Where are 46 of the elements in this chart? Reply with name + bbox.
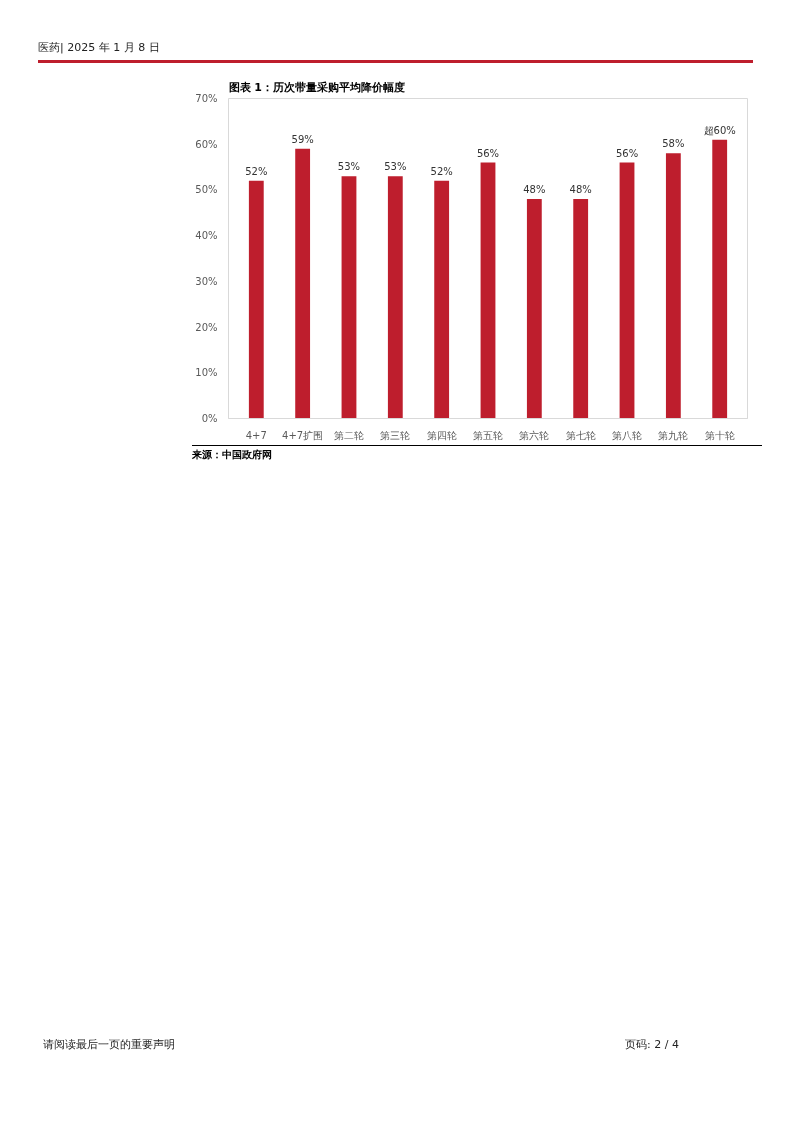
- x-tick-label: 4+7: [245, 429, 267, 441]
- bar: [480, 162, 496, 419]
- text: 请阅读最后一页的重要声明: [43, 1037, 175, 1053]
- bar: [387, 175, 403, 419]
- source-note: 来源：中国政府网: [192, 447, 272, 462]
- data-label: 58%: [662, 138, 685, 150]
- x-tick-label: 第六轮: [519, 429, 550, 441]
- bar: [573, 198, 589, 419]
- x-tick-label: 第五轮: [473, 429, 503, 441]
- bar: [434, 180, 450, 419]
- x-tick-label: 第十轮: [704, 429, 735, 441]
- data-label: 48%: [523, 183, 546, 195]
- data-label: 超60%: [703, 124, 736, 136]
- bar: [295, 148, 311, 419]
- data-label: 52%: [430, 165, 453, 177]
- chart-title: 图表 1：历次带量采购平均降价幅度: [228, 80, 405, 94]
- data-label: 53%: [337, 160, 361, 172]
- x-tick-label: 第九轮: [658, 429, 689, 441]
- y-tick-label: 50%: [195, 184, 218, 196]
- data-label: 52%: [245, 165, 268, 177]
- text: 医药| 2025 年 1 月 8 日: [38, 40, 160, 56]
- y-tick-label: 0%: [201, 412, 218, 424]
- y-tick-label: 60%: [195, 138, 218, 150]
- bar: [526, 198, 542, 419]
- y-tick-label: 40%: [195, 229, 218, 241]
- data-label: 53%: [384, 160, 407, 172]
- x-tick-label: 第八轮: [612, 429, 643, 441]
- data-label: 59%: [291, 133, 314, 145]
- text: 页码: 2 / 4: [625, 1037, 679, 1053]
- data-label: 48%: [569, 183, 592, 195]
- y-tick-label: 30%: [195, 275, 218, 287]
- x-tick-label: 第四轮: [426, 429, 457, 441]
- bar: [712, 139, 728, 419]
- bar: [248, 180, 264, 419]
- y-tick-label: 20%: [195, 321, 218, 333]
- data-label: 56%: [476, 147, 500, 159]
- y-tick-label: 70%: [195, 92, 218, 104]
- x-tick-label: 4+7扩围: [282, 429, 324, 441]
- y-tick-label: 10%: [195, 366, 218, 378]
- x-tick-label: 第三轮: [380, 429, 411, 441]
- bar: [341, 175, 357, 419]
- x-tick-label: 第七轮: [565, 429, 596, 441]
- bar: [619, 162, 635, 419]
- x-tick-label: 第二轮: [333, 429, 364, 441]
- bar: [665, 153, 681, 419]
- data-label: 56%: [615, 147, 639, 159]
